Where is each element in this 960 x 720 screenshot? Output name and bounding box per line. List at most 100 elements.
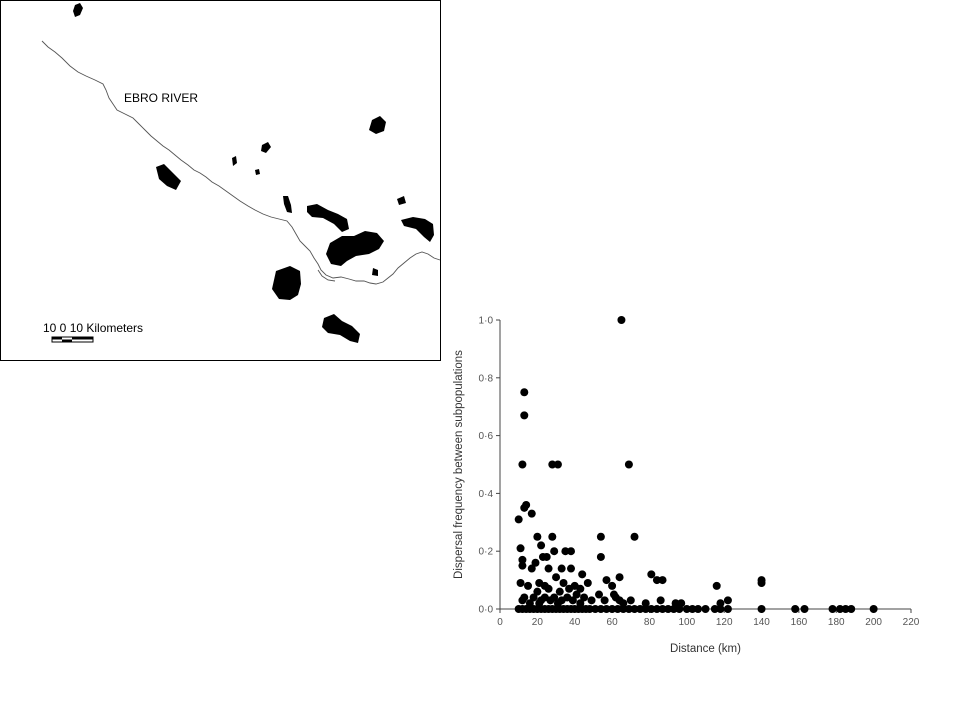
patch [232,156,237,166]
scatter-point [701,605,710,613]
scatter-point [869,605,878,613]
scatter-point [550,547,559,556]
scatter-point [585,605,594,613]
scatter-point [652,576,661,585]
scatter-point [636,605,645,613]
y-tick-label: 0·2 [479,547,494,558]
x-tick-label: 60 [607,617,619,628]
scatter-point [630,532,639,541]
scatter-points [514,316,878,613]
scatter-point [587,596,596,605]
scatter-point [546,596,555,605]
scatter-point [613,605,622,613]
patch [261,142,271,153]
scatter-point [669,605,678,613]
scatter-point [568,596,577,605]
scatter-point [624,460,633,469]
y-tick-label: 0·0 [479,605,494,616]
scatter-point [664,605,673,613]
scatter-point [533,532,542,541]
scatter-point [544,564,553,573]
scatter-point [529,593,538,602]
x-tick-label: 0 [497,617,503,628]
x-tick-label: 120 [716,617,733,628]
scatter-point [656,596,665,605]
map-svg: EBRO RIVER 10 0 10 Kilometers [0,0,441,361]
scatter-point [658,576,667,585]
patch [322,314,360,343]
scatter-point [602,576,611,585]
scatter-point [553,460,562,469]
y-tick-label: 0·4 [479,489,494,500]
x-tick-label: 200 [865,617,882,628]
scatter-point [524,581,533,590]
y-ticks: 0·0 0·2 0·4 0·6 0·8 1·0 [479,316,500,616]
scatter-point [682,605,691,613]
patch [397,196,406,205]
scatter-point [723,605,732,613]
scatter-point [583,578,592,587]
ebro-river-line [41,40,441,285]
scatter-point [647,570,656,579]
patch [372,268,378,276]
scatter-point [537,541,546,550]
scatter-point [527,564,536,573]
scale-label: 10 0 10 Kilometers [43,321,143,335]
scatter-point [619,599,628,608]
scatter-point [608,581,617,590]
scatter-point [561,547,570,556]
x-tick-label: 100 [678,617,695,628]
scatter-point [641,605,650,613]
scatter-point [516,578,525,587]
scatter-point [626,596,635,605]
scatter-point [591,605,600,613]
x-tick-label: 80 [644,617,656,628]
y-tick-label: 1·0 [479,316,494,327]
scatter-point [555,587,564,596]
scatter-point [658,605,667,613]
patch [255,169,260,175]
scatter-point [566,547,575,556]
patch [369,116,386,134]
scatter-point [836,605,845,613]
scatter-point [548,460,557,469]
scatter-point [557,564,566,573]
map-border [0,0,441,361]
scatter-point [596,605,605,613]
map-panel: EBRO RIVER 10 0 10 Kilometers [0,0,441,361]
scatter-point [572,590,581,599]
scatter-svg: 0 20 40 60 80 100 120 140 160 180 200 220 0·0 0·2 0·4… [453,316,920,656]
patch [156,164,181,190]
scatter-point [688,605,697,613]
scatter-point [538,552,547,561]
scatter-point [602,605,611,613]
scatter-point [578,570,587,579]
scatter-point [710,605,719,613]
scatter-point [596,552,605,561]
scatter-point [520,411,529,420]
scatter-point [723,596,732,605]
scatter-point [520,388,529,397]
patch [73,3,83,17]
scatter-point [800,605,809,613]
scatter-point [847,605,856,613]
scatter-point [559,578,568,587]
scatter-point [624,605,633,613]
scatter-point [518,460,527,469]
scatter-point [615,573,624,582]
scatter-point [544,584,553,593]
scatter-chart: 0 20 40 60 80 100 120 140 160 180 200 220 0·0 0·2 0·4… [440,300,940,670]
scatter-point [617,316,626,324]
scatter-point [619,605,628,613]
scatter-point [600,596,609,605]
scatter-point [518,555,527,564]
scale-bar [51,336,94,343]
scatter-point [641,599,650,608]
scatter-point [596,532,605,541]
scatter-point [712,581,721,590]
river-label: EBRO RIVER [124,91,198,105]
scatter-point [757,578,766,587]
scatter-point [533,587,542,596]
scatter-point [647,605,656,613]
ebro-river-branch [317,269,336,282]
